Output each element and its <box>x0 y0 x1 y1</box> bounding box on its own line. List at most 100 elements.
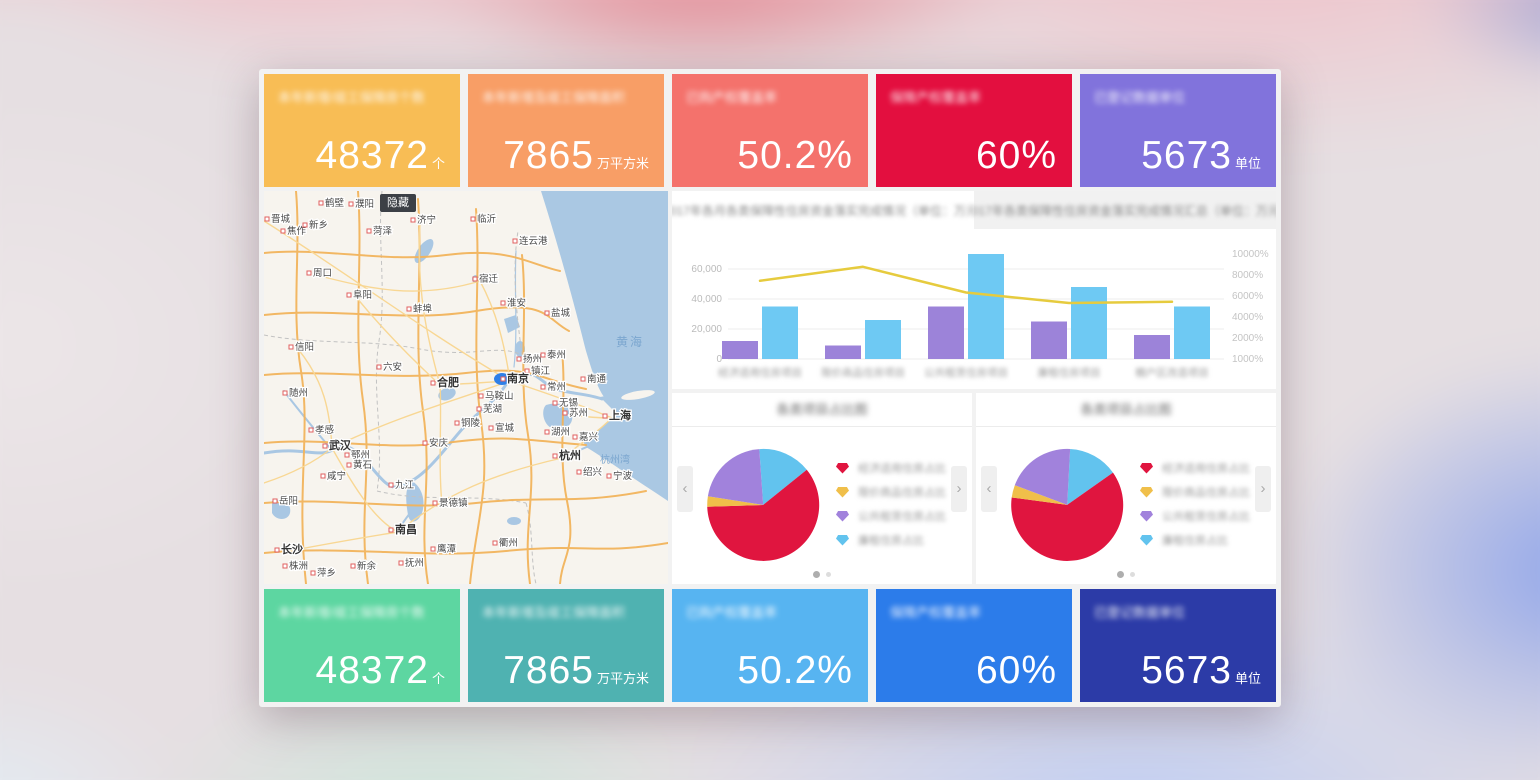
pie-slice <box>707 449 764 505</box>
city-marker-icon <box>346 462 352 468</box>
pie-cards-row: 各类项目占比图 经济适用住房占比 限价商品住房占比 公共租赁住房占比 廉租住房占比 ‹ › 各… <box>672 393 1276 584</box>
carousel-next-button[interactable]: › <box>1255 465 1271 512</box>
bar-purple <box>1031 321 1067 359</box>
y-axis-right-tick: 1000% <box>1232 354 1263 365</box>
city-label: 宣城 <box>488 421 516 435</box>
sea-layer <box>541 191 668 501</box>
pie-slice <box>707 496 764 507</box>
trend-line <box>758 265 1174 305</box>
kpi-card-number: 48372 <box>315 649 429 692</box>
y-axis-left-tick: 0 <box>716 354 722 365</box>
kpi-card-title: 保障产权覆盖率 <box>890 90 982 105</box>
legend-item: 公共租赁住房占比 <box>1140 508 1250 524</box>
bar-blue <box>865 320 901 359</box>
kpi-card: 本年新增/竣工保障房个数 48372 个 <box>264 74 460 187</box>
city-label: 芜湖 <box>476 402 503 416</box>
pie-card-title-text: 各类项目占比图 <box>1080 402 1172 417</box>
pagination-dot[interactable] <box>1130 572 1135 577</box>
city-label: 马鞍山 <box>478 389 515 403</box>
pie-card-1: 各类项目占比图 经济适用住房占比 限价商品住房占比 公共租赁住房占比 廉租住房占比 ‹ › <box>672 393 972 584</box>
city-marker-icon <box>264 216 270 222</box>
city-label: 绍兴 <box>576 465 603 479</box>
city-marker-icon <box>406 306 412 312</box>
city-name: 新乡 <box>309 219 328 231</box>
kpi-card-value: 50.2% <box>737 134 853 178</box>
kpi-card-title: 已购产权覆盖率 <box>686 605 778 620</box>
city-label: 衢州 <box>492 536 519 550</box>
pie-card-title: 各类项目占比图 <box>672 393 972 427</box>
kpi-card-title: 已购产权覆盖率 <box>686 90 778 105</box>
city-name: 咸宁 <box>327 470 346 482</box>
city-marker-icon <box>282 390 288 396</box>
city-label: 常州 <box>540 380 567 394</box>
carousel-prev-button[interactable]: ‹ <box>981 465 997 512</box>
kpi-card-value: 5673 单位 <box>1141 134 1261 178</box>
kpi-card-title: 已登记数据单位 <box>1094 90 1186 105</box>
chart-tab-1[interactable]: 2017年各月各类保障性住房资金落实完成情况（单位：万元） <box>672 191 974 229</box>
map-hide-button[interactable]: 隐藏 <box>380 194 416 212</box>
bar-blue <box>762 306 798 359</box>
pagination-dot-active[interactable] <box>813 571 820 578</box>
pie-slice <box>1011 485 1068 505</box>
city-name: 黄石 <box>353 459 372 471</box>
city-marker-icon <box>282 563 288 569</box>
city-label: 镇江 <box>524 364 552 378</box>
city-marker-icon <box>422 440 428 446</box>
city-name: 常州 <box>547 381 566 393</box>
city-name: 扬州 <box>523 353 542 365</box>
city-name: 苏州 <box>569 407 588 419</box>
city-name: 宣城 <box>495 422 515 434</box>
city-marker-icon <box>288 344 294 350</box>
city-name: 淮安 <box>507 297 526 309</box>
city-marker-icon <box>562 410 568 416</box>
city-label: 晋城 <box>264 213 292 226</box>
legend-item: 限价商品住房占比 <box>1140 484 1250 500</box>
kpi-card-value: 50.2% <box>737 649 853 693</box>
legend-label: 限价商品住房占比 <box>1162 487 1250 499</box>
chart-tab-2[interactable]: 2017年各类保障性住房资金落实完成情况汇总（单位：万元） <box>974 191 1276 229</box>
city-name: 衢州 <box>499 537 518 549</box>
y-axis-left-tick: 60,000 <box>691 264 722 275</box>
city-marker-icon <box>322 443 328 449</box>
charts-column: 2017年各月各类保障性住房资金落实完成情况（单位：万元） 2017年各类保障性住… <box>672 191 1276 584</box>
carousel-next-button[interactable]: › <box>951 465 967 512</box>
city-marker-icon <box>350 563 356 569</box>
kpi-card-title: 本年新增/竣工保障房个数 <box>278 90 425 105</box>
kpi-card-number: 7865 <box>503 649 594 692</box>
legend-gem-icon <box>836 510 849 522</box>
city-label: 随州 <box>282 386 309 400</box>
city-marker-icon <box>500 376 506 382</box>
city-name: 信阳 <box>295 341 314 353</box>
bar-chart-card: 2017年各月各类保障性住房资金落实完成情况（单位：万元） 2017年各类保障性住… <box>672 191 1276 389</box>
city-marker-icon <box>274 547 280 553</box>
city-label: 新余 <box>350 559 378 573</box>
city-name: 嘉兴 <box>579 431 598 443</box>
city-label: 济宁 <box>410 213 437 227</box>
pagination-dot[interactable] <box>826 572 831 577</box>
legend-label: 公共租赁住房占比 <box>858 511 946 523</box>
y-axis-right-tick: 10000% <box>1232 249 1269 260</box>
chart-tab-label: 2017年各月各类保障性住房资金落实完成情况（单位：万元） <box>672 203 974 218</box>
bar-line-chart: 0 20,000 40,000 60,000 10000% 8000% 6000% 4000%… <box>691 249 1269 379</box>
city-label: 鹰潭 <box>430 542 458 556</box>
city-label: 盐城 <box>544 306 572 320</box>
city-name: 萍乡 <box>317 568 336 579</box>
city-marker-icon <box>500 300 506 306</box>
legend-label: 廉租住房占比 <box>858 535 924 547</box>
city-label: 无锡 <box>552 396 579 410</box>
city-marker-icon <box>540 384 546 390</box>
carousel-prev-button[interactable]: ‹ <box>677 465 693 512</box>
legend-gem-icon <box>836 462 849 474</box>
kpi-card-title: 保障产权覆盖率 <box>890 605 982 620</box>
city-marker-icon <box>552 453 558 459</box>
pagination-dot-active[interactable] <box>1117 571 1124 578</box>
city-marker-icon <box>544 429 550 435</box>
roads-layer <box>264 191 668 584</box>
pie-chart <box>1011 448 1124 561</box>
legend-gem-icon <box>836 534 849 546</box>
kpi-card: 保障产权覆盖率 60% <box>876 74 1072 187</box>
city-marker-icon <box>516 356 522 362</box>
city-name: 无锡 <box>559 397 578 409</box>
city-name: 晋城 <box>271 214 291 225</box>
